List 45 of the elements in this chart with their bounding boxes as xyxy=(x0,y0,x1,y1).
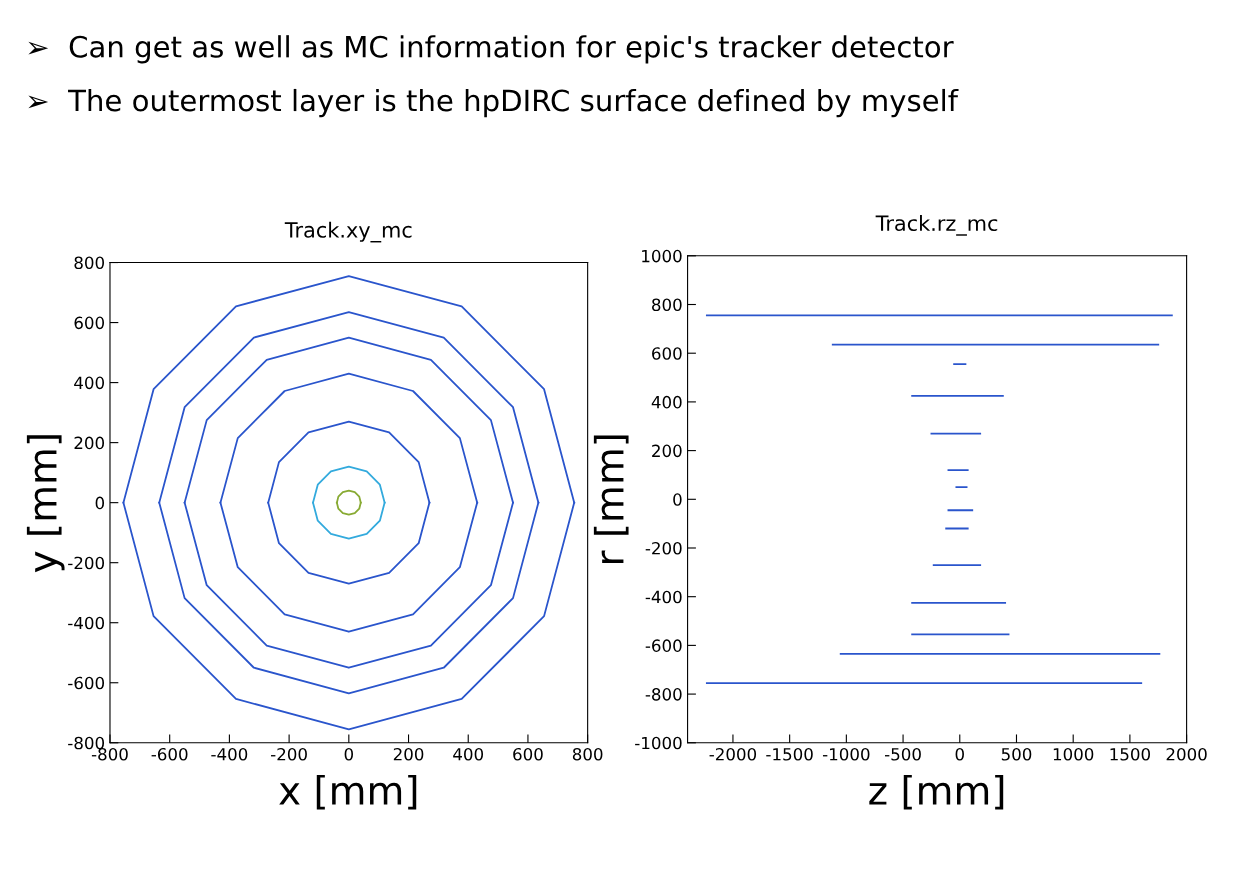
y-tick-label: 1000 xyxy=(642,249,682,263)
y-tick-label: -600 xyxy=(645,639,682,652)
y-tick-label: 200 xyxy=(652,444,682,458)
chart-title: Track.xy_mc xyxy=(284,221,412,243)
y-tick-label: 800 xyxy=(652,298,682,312)
text: ➢ The outermost layer is the hpDIRC surface defined by myself xyxy=(28,88,959,118)
text: ➢ Can get as well as MC information for epic's tracker detector xyxy=(28,35,954,64)
x-tick-label: -200 xyxy=(271,747,307,761)
y-tick-label: -400 xyxy=(68,616,105,630)
y-axis-title: y [mm] xyxy=(26,435,65,573)
y-tick-label: -800 xyxy=(68,736,105,750)
x-tick-label: 200 xyxy=(393,747,424,761)
y-tick-label: -200 xyxy=(68,556,105,570)
y-tick-label: -1000 xyxy=(635,736,682,750)
x-axis-title: x [mm] xyxy=(279,774,417,810)
y-tick-label: 600 xyxy=(652,347,682,360)
x-tick-label: 2000 xyxy=(1166,747,1207,761)
x-tick-label: 800 xyxy=(572,747,603,761)
x-tick-label: -1000 xyxy=(822,747,870,761)
x-tick-label: 1000 xyxy=(1053,747,1094,761)
y-tick-label: 400 xyxy=(74,376,105,390)
x-tick-label: 1500 xyxy=(1110,747,1150,761)
chart-title: Track.rz_mc xyxy=(875,214,998,236)
x-tick-label: -400 xyxy=(211,747,248,761)
x-axis-title: z [mm] xyxy=(869,774,1004,810)
y-tick-label: -800 xyxy=(645,688,682,701)
x-tick-label: 400 xyxy=(453,747,484,761)
y-tick-label: 800 xyxy=(74,256,105,270)
x-tick-label: 500 xyxy=(1001,747,1032,761)
x-tick-label: -500 xyxy=(884,747,921,761)
x-tick-label: -2000 xyxy=(709,747,757,761)
y-tick-label: 400 xyxy=(651,395,682,409)
y-tick-label: -200 xyxy=(645,541,682,555)
y-axis-title: r [mm] xyxy=(593,435,629,563)
x-tick-label: -600 xyxy=(151,747,188,761)
y-tick-label: 200 xyxy=(74,436,105,450)
y-tick-label: 600 xyxy=(74,316,105,330)
x-tick-label: -1500 xyxy=(766,747,813,761)
y-tick-label: 0 xyxy=(95,496,105,510)
x-tick-label: 0 xyxy=(344,747,354,761)
y-tick-label: -400 xyxy=(645,590,682,604)
y-tick-label: 0 xyxy=(673,493,682,506)
x-tick-label: 0 xyxy=(955,747,964,761)
y-tick-label: -600 xyxy=(68,676,105,690)
x-tick-label: 600 xyxy=(513,747,543,761)
